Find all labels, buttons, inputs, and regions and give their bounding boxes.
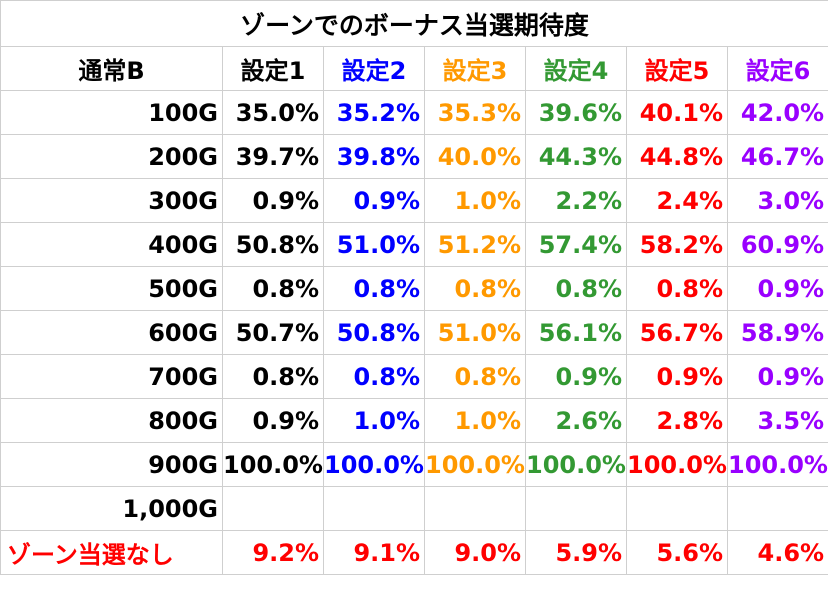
value-cell: 42.0% — [726, 90, 828, 135]
value-cell: 0.9% — [323, 178, 425, 223]
value-cell: 2.2% — [525, 178, 627, 223]
table-row: 1,000G — [0, 486, 828, 531]
corner-label: 通常B — [0, 46, 223, 91]
value-cell: 44.8% — [626, 134, 728, 179]
value-cell: 0.8% — [323, 266, 425, 311]
value-cell: 0.8% — [424, 354, 526, 399]
table-row: 200G 39.7% 39.8% 40.0% 44.3% 44.8% 46.7% — [0, 134, 828, 179]
value-cell: 39.8% — [323, 134, 425, 179]
value-cell: 100.0% — [222, 442, 324, 487]
table-title: ゾーンでのボーナス当選期待度 — [0, 0, 828, 47]
value-cell: 58.9% — [726, 310, 828, 355]
setting-header-1: 設定1 — [222, 46, 324, 91]
row-label: 600G — [0, 310, 223, 355]
row-label: 800G — [0, 398, 223, 443]
no-zone-value-cell: 5.9% — [525, 530, 627, 575]
row-label: 900G — [0, 442, 223, 487]
value-cell: 51.0% — [323, 222, 425, 267]
value-cell: 39.6% — [525, 90, 627, 135]
value-cell: 0.8% — [424, 266, 526, 311]
value-cell: 35.3% — [424, 90, 526, 135]
value-cell — [424, 486, 526, 531]
value-cell — [626, 486, 728, 531]
table-row: 300G 0.9% 0.9% 1.0% 2.2% 2.4% 3.0% — [0, 178, 828, 223]
value-cell: 39.7% — [222, 134, 324, 179]
value-cell: 0.8% — [222, 354, 324, 399]
no-zone-value-cell: 4.6% — [726, 530, 828, 575]
setting-header-4: 設定4 — [525, 46, 627, 91]
value-cell: 0.8% — [525, 266, 627, 311]
table-row: 600G 50.7% 50.8% 51.0% 56.1% 56.7% 58.9% — [0, 310, 828, 355]
value-cell: 56.1% — [525, 310, 627, 355]
value-cell: 50.7% — [222, 310, 324, 355]
setting-header-3: 設定3 — [424, 46, 526, 91]
value-cell: 50.8% — [323, 310, 425, 355]
table-row: 900G 100.0% 100.0% 100.0% 100.0% 100.0% 100.0% — [0, 442, 828, 487]
title-row: ゾーンでのボーナス当選期待度 — [0, 0, 828, 47]
value-cell: 100.0% — [323, 442, 425, 487]
row-label: 200G — [0, 134, 223, 179]
value-cell: 1.0% — [424, 178, 526, 223]
value-cell: 60.9% — [726, 222, 828, 267]
value-cell: 1.0% — [424, 398, 526, 443]
no-zone-value-cell: 5.6% — [626, 530, 728, 575]
value-cell: 35.0% — [222, 90, 324, 135]
no-zone-row: ゾーン当選なし 9.2% 9.1% 9.0% 5.9% 5.6% 4.6% — [0, 530, 828, 575]
table-row: 400G 50.8% 51.0% 51.2% 57.4% 58.2% 60.9% — [0, 222, 828, 267]
value-cell: 2.6% — [525, 398, 627, 443]
table-row: 700G 0.8% 0.8% 0.8% 0.9% 0.9% 0.9% — [0, 354, 828, 399]
value-cell: 0.9% — [726, 354, 828, 399]
setting-header-2: 設定2 — [323, 46, 425, 91]
value-cell: 57.4% — [525, 222, 627, 267]
value-cell: 100.0% — [525, 442, 627, 487]
zone-bonus-table: ゾーンでのボーナス当選期待度 通常B 設定1 設定2 設定3 設定4 設定5 設定6 10… — [0, 0, 828, 575]
no-zone-label: ゾーン当選なし — [0, 530, 223, 575]
row-label: 100G — [0, 90, 223, 135]
value-cell: 2.8% — [626, 398, 728, 443]
value-cell: 0.9% — [222, 178, 324, 223]
value-cell: 51.0% — [424, 310, 526, 355]
row-label: 1,000G — [0, 486, 223, 531]
row-label: 500G — [0, 266, 223, 311]
value-cell: 46.7% — [726, 134, 828, 179]
value-cell: 1.0% — [323, 398, 425, 443]
value-cell: 50.8% — [222, 222, 324, 267]
value-cell: 0.8% — [323, 354, 425, 399]
setting-header-6: 設定6 — [726, 46, 828, 91]
value-cell: 2.4% — [626, 178, 728, 223]
no-zone-value-cell: 9.0% — [424, 530, 526, 575]
value-cell: 51.2% — [424, 222, 526, 267]
value-cell — [222, 486, 324, 531]
row-label: 400G — [0, 222, 223, 267]
value-cell: 35.2% — [323, 90, 425, 135]
table-row: 100G 35.0% 35.2% 35.3% 39.6% 40.1% 42.0% — [0, 90, 828, 135]
header-row: 通常B 設定1 設定2 設定3 設定4 設定5 設定6 — [0, 46, 828, 91]
value-cell: 56.7% — [626, 310, 728, 355]
value-cell: 100.0% — [726, 442, 828, 487]
value-cell: 3.5% — [726, 398, 828, 443]
value-cell: 0.9% — [222, 398, 324, 443]
no-zone-value-cell: 9.1% — [323, 530, 425, 575]
value-cell — [726, 486, 828, 531]
value-cell — [323, 486, 425, 531]
value-cell: 58.2% — [626, 222, 728, 267]
setting-header-5: 設定5 — [626, 46, 728, 91]
value-cell: 0.9% — [626, 354, 728, 399]
value-cell: 100.0% — [626, 442, 728, 487]
table-row: 500G 0.8% 0.8% 0.8% 0.8% 0.8% 0.9% — [0, 266, 828, 311]
value-cell: 40.0% — [424, 134, 526, 179]
value-cell: 0.8% — [222, 266, 324, 311]
value-cell: 3.0% — [726, 178, 828, 223]
value-cell: 0.8% — [626, 266, 728, 311]
value-cell — [525, 486, 627, 531]
value-cell: 44.3% — [525, 134, 627, 179]
row-label: 300G — [0, 178, 223, 223]
table-row: 800G 0.9% 1.0% 1.0% 2.6% 2.8% 3.5% — [0, 398, 828, 443]
row-label: 700G — [0, 354, 223, 399]
value-cell: 0.9% — [525, 354, 627, 399]
value-cell: 40.1% — [626, 90, 728, 135]
value-cell: 100.0% — [424, 442, 526, 487]
no-zone-value-cell: 9.2% — [222, 530, 324, 575]
value-cell: 0.9% — [726, 266, 828, 311]
